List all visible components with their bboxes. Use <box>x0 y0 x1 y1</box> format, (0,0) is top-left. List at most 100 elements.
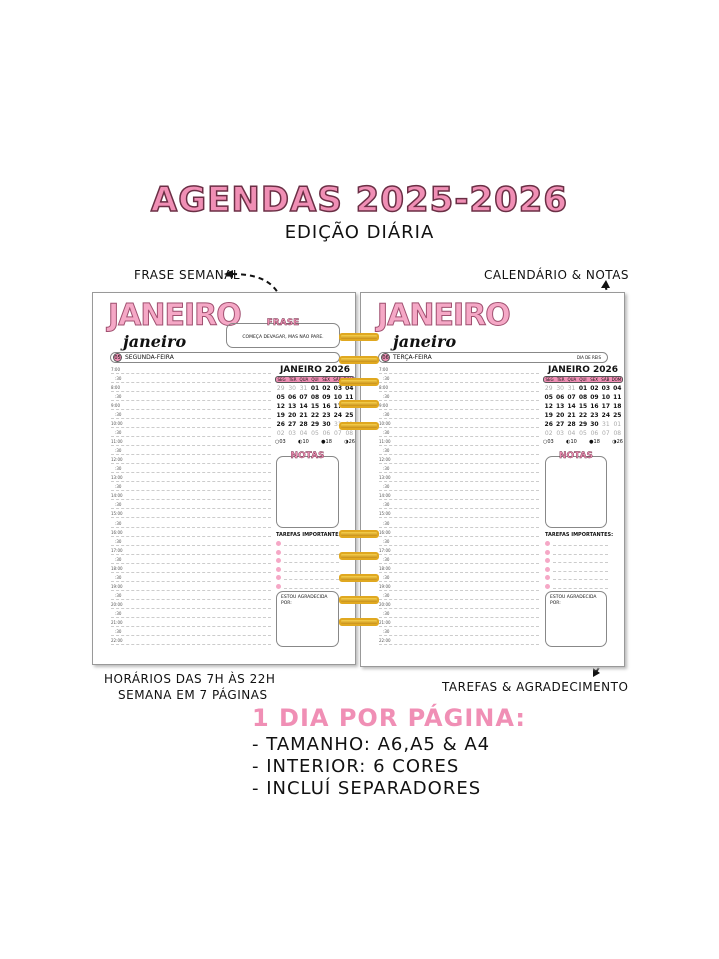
calendar-day[interactable]: 20 <box>555 412 565 419</box>
calendar-day[interactable]: 04 <box>345 385 354 392</box>
hour-line[interactable] <box>379 499 539 501</box>
calendar-day[interactable]: 03 <box>288 430 296 437</box>
calendar-day[interactable]: 04 <box>613 385 622 392</box>
hour-line[interactable] <box>379 391 539 393</box>
hour-line[interactable] <box>111 382 271 384</box>
calendar-day[interactable]: 31 <box>567 385 576 392</box>
hour-line[interactable] <box>379 607 539 609</box>
calendar-day[interactable]: 24 <box>601 412 611 419</box>
calendar-day[interactable]: 11 <box>613 394 622 401</box>
calendar-day[interactable]: 31 <box>602 421 610 428</box>
hour-line[interactable] <box>111 562 271 564</box>
hour-line[interactable] <box>111 418 271 420</box>
hour-line[interactable] <box>379 454 539 456</box>
calendar-day[interactable]: 17 <box>333 403 343 410</box>
task-bullet[interactable] <box>545 558 550 563</box>
calendar-day[interactable]: 21 <box>299 412 308 419</box>
hour-line[interactable] <box>111 400 271 402</box>
task-line[interactable] <box>284 562 339 563</box>
hour-line[interactable] <box>111 643 271 645</box>
calendar-day[interactable]: 29 <box>578 421 588 428</box>
notes-box[interactable]: NOTAS <box>276 451 339 528</box>
calendar-day[interactable]: 31 <box>334 421 342 428</box>
calendar-day[interactable]: 30 <box>322 421 331 428</box>
calendar-day[interactable]: 01 <box>613 421 622 428</box>
calendar-day[interactable]: 22 <box>310 412 320 419</box>
hour-line[interactable] <box>379 625 539 627</box>
hour-line[interactable] <box>379 481 539 483</box>
task-bullet[interactable] <box>276 583 281 589</box>
calendar-day[interactable]: 20 <box>287 412 297 419</box>
calendar-day[interactable]: 13 <box>287 403 297 410</box>
task-line[interactable] <box>553 579 608 580</box>
calendar-day[interactable]: 23 <box>322 412 331 419</box>
grateful-box[interactable]: ESTOU AGRADECIDA POR: <box>276 591 339 647</box>
hour-line[interactable] <box>111 409 271 411</box>
hour-line[interactable] <box>379 526 539 528</box>
hour-line[interactable] <box>111 625 271 627</box>
calendar-day[interactable]: 05 <box>276 394 285 401</box>
hour-line[interactable] <box>111 607 271 609</box>
task-line[interactable] <box>553 545 608 546</box>
task-line[interactable] <box>553 570 608 572</box>
calendar-day[interactable]: 08 <box>613 430 622 437</box>
calendar-day[interactable]: 04 <box>567 430 576 437</box>
grateful-box[interactable]: ESTOU AGRADECIDA POR: <box>545 591 607 647</box>
hour-line[interactable] <box>111 535 271 537</box>
hour-line[interactable] <box>379 553 539 555</box>
task-bullet[interactable] <box>276 566 281 572</box>
calendar-day[interactable]: 08 <box>578 394 588 401</box>
calendar-day[interactable]: 12 <box>276 403 285 410</box>
calendar-day[interactable]: 28 <box>299 421 308 428</box>
hour-line[interactable] <box>379 490 539 492</box>
calendar-day[interactable]: 06 <box>287 394 297 401</box>
calendar-day[interactable]: 13 <box>555 403 565 410</box>
calendar-day[interactable]: 03 <box>556 430 564 437</box>
task-line[interactable] <box>553 553 608 555</box>
hour-line[interactable] <box>379 535 539 537</box>
hour-line[interactable] <box>111 553 271 555</box>
calendar-day[interactable]: 04 <box>299 430 308 437</box>
calendar-day[interactable]: 07 <box>299 394 308 401</box>
calendar-day[interactable]: 08 <box>345 430 354 437</box>
hour-line[interactable] <box>379 427 539 429</box>
task-bullet[interactable] <box>545 583 550 589</box>
hour-line[interactable] <box>111 463 271 465</box>
calendar-day[interactable]: 14 <box>567 403 576 410</box>
hour-line[interactable] <box>111 580 271 582</box>
calendar-day[interactable]: 25 <box>345 412 354 419</box>
hour-line[interactable] <box>379 634 539 636</box>
hour-line[interactable] <box>111 517 271 519</box>
hour-line[interactable] <box>111 544 271 546</box>
calendar-day[interactable]: 27 <box>555 421 565 428</box>
calendar-day[interactable]: 01 <box>578 385 588 392</box>
calendar-day[interactable]: 02 <box>544 430 553 437</box>
calendar-day[interactable]: 19 <box>544 412 553 419</box>
hour-line[interactable] <box>379 643 539 645</box>
calendar-day[interactable]: 31 <box>299 385 308 392</box>
task-bullet[interactable] <box>276 575 281 580</box>
task-line[interactable] <box>284 553 339 555</box>
calendar-day[interactable]: 03 <box>333 385 343 392</box>
calendar-day[interactable]: 25 <box>613 412 622 419</box>
calendar-day[interactable]: 16 <box>322 403 331 410</box>
calendar-day[interactable]: 07 <box>602 430 610 437</box>
hour-line[interactable] <box>111 634 271 636</box>
hour-line[interactable] <box>111 589 271 591</box>
task-line[interactable] <box>553 562 608 563</box>
calendar-day[interactable]: 08 <box>310 394 320 401</box>
calendar-day[interactable]: 23 <box>590 412 599 419</box>
task-bullet[interactable] <box>545 575 550 580</box>
hour-line[interactable] <box>111 373 271 374</box>
hour-line[interactable] <box>379 598 539 600</box>
calendar-day[interactable]: 02 <box>276 430 285 437</box>
hour-line[interactable] <box>379 445 539 447</box>
calendar-day[interactable]: 05 <box>544 394 553 401</box>
hour-line[interactable] <box>379 616 539 618</box>
calendar-day[interactable]: 06 <box>590 430 599 437</box>
calendar-day[interactable]: 16 <box>590 403 599 410</box>
calendar-day[interactable]: 26 <box>276 421 285 428</box>
task-line[interactable] <box>284 545 339 546</box>
calendar-day[interactable]: 10 <box>601 394 611 401</box>
hour-line[interactable] <box>111 571 271 573</box>
